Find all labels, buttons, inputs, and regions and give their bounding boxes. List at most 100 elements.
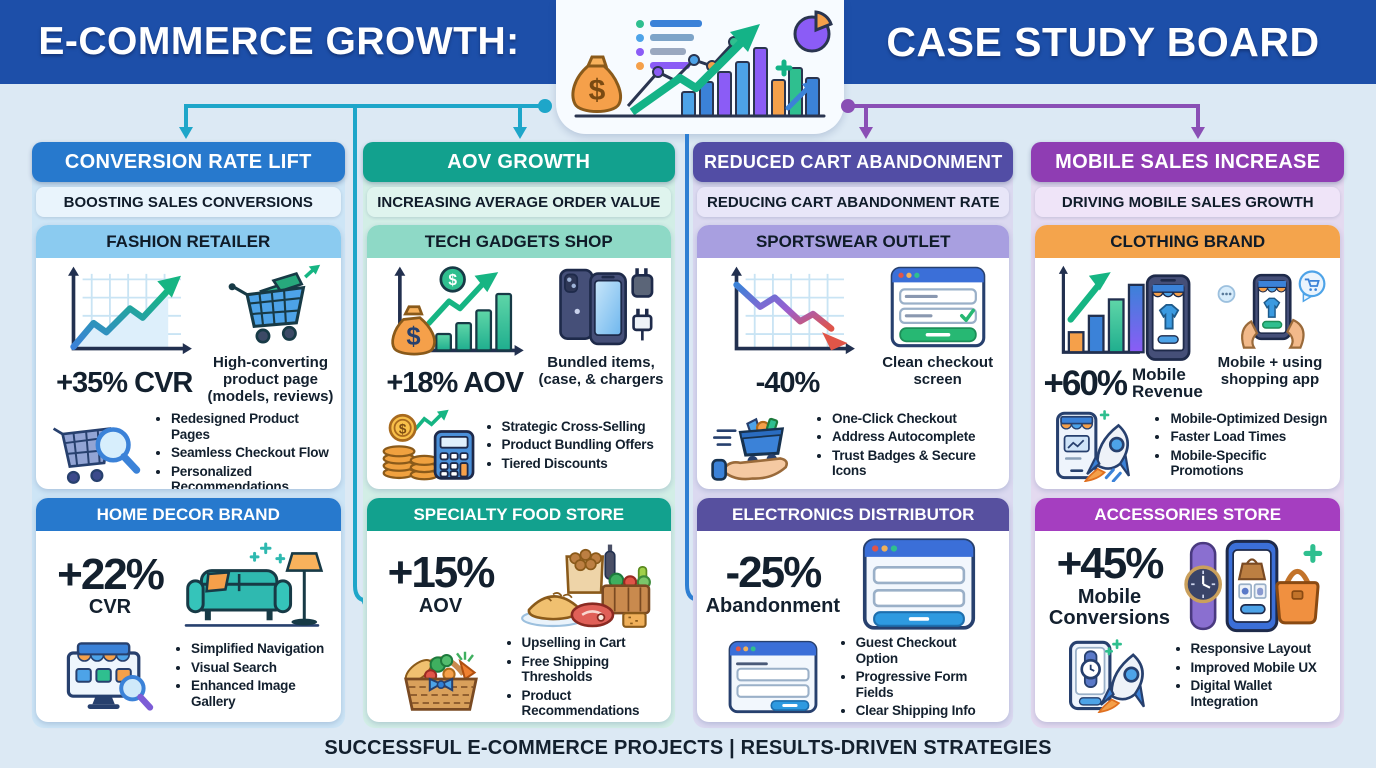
case-study-board: CONVERSION RATE LIFT BOOSTING SALES CONV…	[32, 142, 1344, 728]
case-name: SPECIALTY FOOD STORE	[366, 498, 672, 531]
column-title: MOBILE SALES INCREASE	[1031, 142, 1344, 182]
stat-value: +35% CVR	[56, 367, 193, 399]
column-subtitle: BOOSTING SALES CONVERSIONS	[36, 187, 341, 217]
bullet-item: Clear Shipping Info	[856, 703, 1000, 719]
strategy-bullets: Responsive Layout Improved Mobile UX Dig…	[1174, 638, 1330, 712]
bullet-item: Address Autocomplete	[832, 429, 999, 445]
stat-value: -25%	[725, 547, 822, 597]
footer-text: SUCCESSFUL E-COMMERCE PROJECTS | RESULTS…	[324, 737, 1052, 759]
cart-magnifier-icon	[52, 427, 141, 485]
teal-connector-dot	[538, 99, 552, 113]
bullet-item: Digital Wallet Integration	[1191, 678, 1330, 709]
bullet-item: Visual Search	[191, 660, 330, 676]
arrow-down-col4-icon	[1191, 127, 1205, 139]
phone-chargers-icon	[559, 268, 654, 346]
arrow-down-col2-icon	[513, 127, 527, 139]
stat-block: -25% Abandonment	[705, 547, 841, 617]
bar-chart-phone-icon	[1059, 265, 1191, 361]
case-card-tech-gadgets-shop: TECH GADGETS SHOP	[366, 225, 672, 489]
bullet-item: Product Bundling Offers	[502, 437, 654, 453]
page-title-left: E-COMMERCE GROWTH:	[38, 20, 520, 63]
bullet-item: Product Recommendations	[522, 688, 661, 719]
arrow-down-col3-icon	[859, 127, 873, 139]
phone-watch-rocket-icon	[1069, 639, 1146, 714]
stat-label: Abandonment	[705, 594, 841, 617]
case-name: CLOTHING BRAND	[1035, 225, 1340, 258]
strategy-bullets: Strategic Cross-Selling Product Bundling…	[485, 416, 654, 475]
stat-block: +15% AOV	[387, 547, 496, 617]
svg-text:$: $	[398, 421, 406, 436]
column-subtitle: DRIVING MOBILE SALES GROWTH	[1035, 187, 1340, 217]
case-card-home-decor-brand: HOME DECOR BRAND +22% CVR	[36, 498, 341, 722]
column-mobile-sales-increase: MOBILE SALES INCREASE DRIVING MOBILE SAL…	[1031, 142, 1344, 728]
stat-label: AOV	[418, 594, 463, 617]
stat-label: CVR	[88, 596, 132, 619]
form-window-icon	[862, 538, 976, 630]
hands-phone-app-icon	[1217, 270, 1326, 349]
line-chart-down-icon	[730, 266, 855, 355]
column-subtitle: REDUCING CART ABANDONMENT RATE	[697, 187, 1010, 217]
stat-label: Mobile Conversions	[1048, 586, 1171, 629]
strategy-bullets: Simplified Navigation Visual Search Enha…	[174, 638, 330, 712]
stat-value: -40%	[755, 367, 821, 399]
storefront-monitor-magnifier-icon	[66, 642, 154, 711]
bullet-item: Simplified Navigation	[191, 641, 330, 657]
column-title: REDUCED CART ABANDONMENT	[693, 142, 1014, 182]
food-basket-icon	[403, 651, 478, 711]
case-card-clothing-brand: CLOTHING BRAND	[1035, 225, 1340, 489]
case-card-sportswear-outlet: SPORTSWEAR OUTLET -40%	[697, 225, 1010, 489]
bullet-item: Trust Badges & Secure Icons	[832, 448, 999, 479]
case-name: ELECTRONICS DISTRIBUTOR	[697, 498, 1010, 531]
strategy-bullets: Mobile-Optimized Design Faster Load Time…	[1153, 408, 1330, 482]
case-name: FASHION RETAILER	[36, 225, 341, 258]
stat-label: Mobile Revenue	[1131, 365, 1203, 402]
column-title: CONVERSION RATE LIFT	[32, 142, 345, 182]
bullet-item: Upselling in Cart	[522, 635, 661, 651]
case-card-specialty-food-store: SPECIALTY FOOD STORE +15% AOV	[366, 498, 672, 722]
form-window-icon	[728, 640, 818, 713]
bullet-item: Progressive Form Fields	[856, 669, 1000, 700]
bullet-item: Guest Checkout Option	[856, 635, 1000, 666]
stat-value: +45%	[1056, 539, 1165, 589]
case-name: SPORTSWEAR OUTLET	[697, 225, 1010, 258]
bullet-item: Improved Mobile UX	[1191, 660, 1330, 676]
bullet-item: Personalized Recommendations	[171, 464, 331, 489]
case-caption: High-converting product page (models, re…	[207, 354, 334, 405]
stat-value: +18% AOV	[386, 367, 524, 399]
strategy-bullets: Upselling in Cart Free Shipping Threshol…	[505, 632, 661, 722]
growth-chart-illustration-icon: $	[571, 10, 833, 118]
bullet-item: Redesigned Product Pages	[171, 411, 331, 442]
strategy-bullets: Redesigned Product Pages Seamless Checko…	[154, 408, 331, 489]
sofa-lamp-icon	[184, 542, 324, 627]
watch-phone-handbag-icon	[1184, 539, 1323, 632]
hand-cart-icon	[711, 417, 789, 481]
arrow-down-col1-icon	[179, 127, 193, 139]
strategy-bullets: Guest Checkout Option Progressive Form F…	[839, 632, 1000, 722]
bullet-item: One-Click Checkout	[832, 411, 999, 427]
column-aov-growth: AOV GROWTH INCREASING AVERAGE ORDER VALU…	[362, 142, 676, 728]
column-subtitle: INCREASING AVERAGE ORDER VALUE	[366, 187, 672, 217]
phone-rocket-icon	[1056, 410, 1131, 482]
bullet-item: Responsive Layout	[1191, 641, 1330, 657]
case-caption: Clean checkout screen	[882, 354, 994, 388]
page-title-right: CASE STUDY BOARD	[886, 18, 1320, 65]
case-card-electronics-distributor: ELECTRONICS DISTRIBUTOR -25% Abandonment	[697, 498, 1010, 722]
case-card-accessories-store: ACCESSORIES STORE +45% Mobile Conversion…	[1035, 498, 1340, 722]
stat-value: +60%	[1043, 363, 1127, 403]
bullet-item: Free Shipping Thresholds	[522, 654, 661, 685]
shopping-cart-items-icon	[229, 264, 321, 344]
bullet-item: Enhanced Image Gallery	[191, 678, 330, 709]
case-name: TECH GADGETS SHOP	[366, 225, 672, 258]
bullet-item: Mobile-Optimized Design	[1170, 411, 1330, 427]
case-caption: Mobile + using shopping app	[1217, 354, 1323, 388]
stat-value: +15%	[387, 547, 496, 597]
coins-calculator-icon: $	[382, 409, 474, 481]
case-name: ACCESSORIES STORE	[1035, 498, 1340, 531]
groceries-spread-icon	[520, 544, 651, 628]
bullet-item: Tiered Discounts	[502, 456, 654, 472]
bullet-item: Mobile-Specific Promotions	[1170, 448, 1330, 479]
stat-block: +45% Mobile Conversions	[1045, 539, 1173, 629]
column-title: AOV GROWTH	[362, 142, 676, 182]
svg-text:$: $	[449, 272, 458, 289]
case-name: HOME DECOR BRAND	[36, 498, 341, 531]
